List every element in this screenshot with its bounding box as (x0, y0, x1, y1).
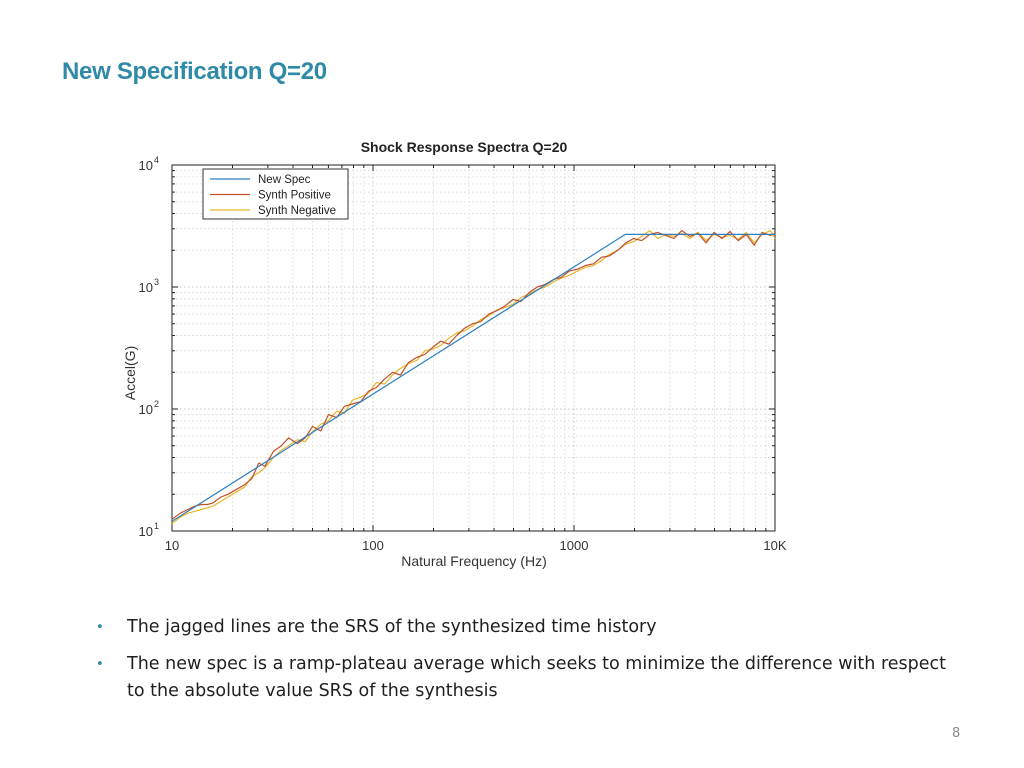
bullet-item: • The jagged lines are the SRS of the sy… (96, 614, 956, 641)
y-tick-label: 10 (139, 402, 153, 417)
y-tick-label-exponent: 4 (154, 155, 159, 165)
y-tick-label-exponent: 1 (154, 521, 159, 531)
y-tick-label: 10 (139, 158, 153, 173)
chart-title: Shock Response Spectra Q=20 (361, 139, 568, 155)
x-tick-label: 1000 (560, 538, 589, 553)
legend-label: New Spec (258, 174, 311, 186)
y-axis-label: Accel(G) (122, 346, 138, 400)
series-lines (171, 229, 776, 525)
x-tick-label: 10 (165, 538, 179, 553)
slide-title: New Specification Q=20 (62, 58, 327, 85)
chart-legend: New Spec Synth Positive Synth Negative (202, 168, 349, 220)
series-line-synth-positive (171, 229, 776, 520)
chart-grid (172, 165, 775, 531)
legend-label: Synth Negative (258, 205, 336, 217)
x-tick-label: 100 (362, 538, 384, 553)
page-number: 8 (952, 726, 961, 741)
y-tick-label: 10 (139, 280, 153, 295)
plot-background (172, 165, 775, 531)
series-line-synth-negative (171, 229, 776, 525)
bullet-list: • The jagged lines are the SRS of the sy… (96, 614, 956, 715)
legend-label: Synth Positive (258, 190, 331, 202)
bullet-text: The new spec is a ramp-plateau average w… (127, 654, 947, 701)
bullet-marker: • (96, 620, 104, 635)
x-tick-label: 10K (763, 538, 786, 553)
bullet-item: • The new spec is a ramp-plateau average… (96, 651, 956, 705)
series-line-new-spec (171, 233, 775, 522)
y-tick-label: 10 (139, 524, 153, 539)
x-axis-label: Natural Frequency (Hz) (401, 553, 547, 569)
bullet-marker: • (96, 657, 104, 672)
bullet-text: The jagged lines are the SRS of the synt… (127, 617, 657, 637)
plot-frame (171, 164, 776, 532)
y-tick-label-exponent: 3 (154, 277, 159, 287)
y-tick-label-exponent: 2 (154, 399, 159, 409)
